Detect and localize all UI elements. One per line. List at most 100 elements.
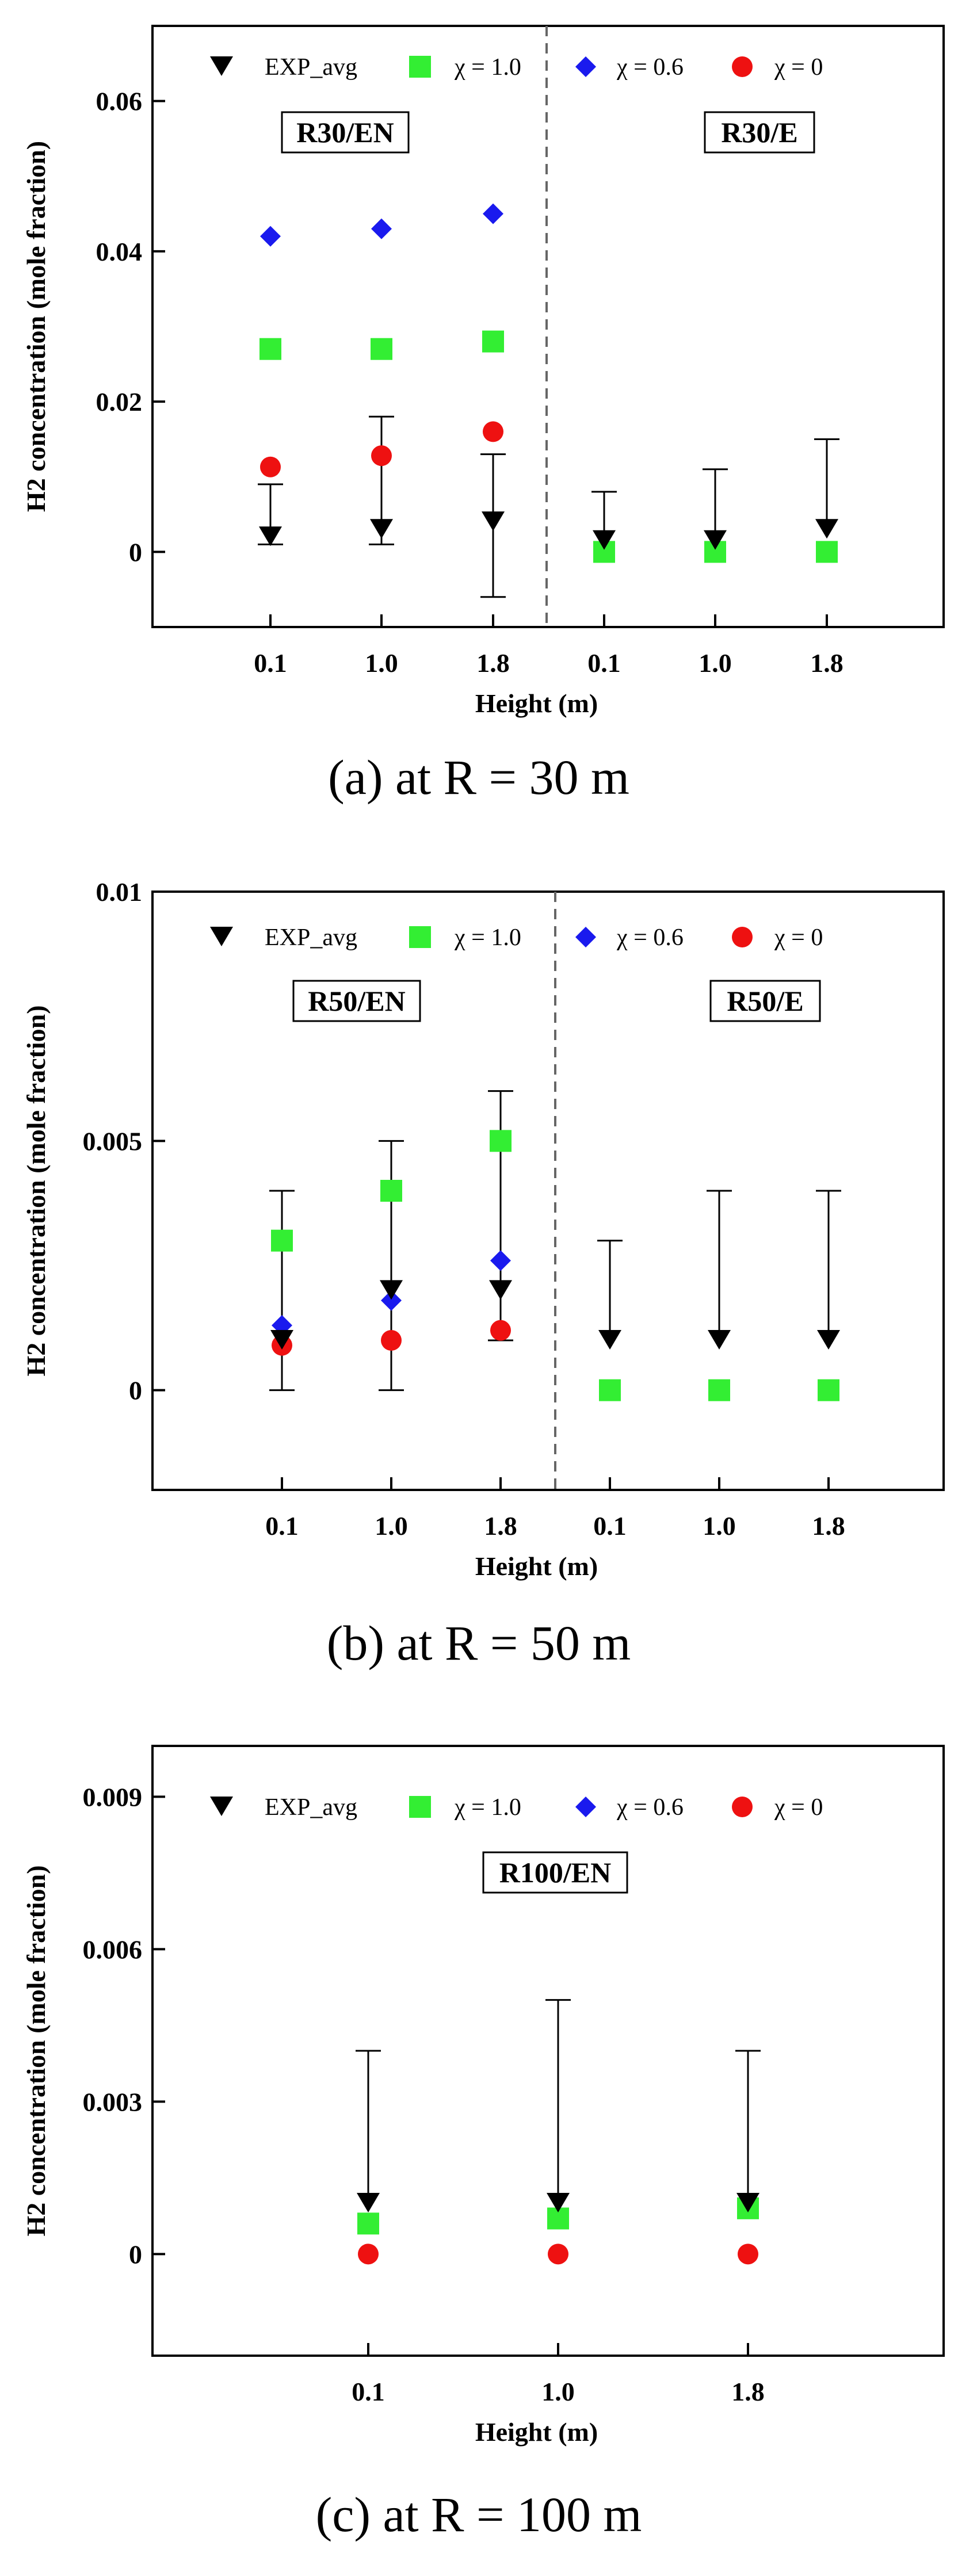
x-tick-label: 1.8 (812, 1511, 845, 1541)
legend-marker-diamond (575, 56, 596, 77)
legend-marker-triangle-down (210, 927, 233, 946)
y-tick-label: 0 (129, 1376, 142, 1405)
legend-label: χ = 0 (774, 924, 823, 951)
region-label: R50/E (727, 985, 803, 1017)
data-point-circle (381, 1330, 402, 1351)
y-tick-label: 0.06 (96, 87, 143, 116)
legend-marker-circle (732, 1797, 753, 1817)
legend-marker-diamond (575, 927, 596, 947)
data-point-triangle-down (547, 2193, 570, 2212)
x-axis-title: Height (m) (475, 2417, 598, 2447)
x-axis-title: Height (m) (475, 1551, 598, 1581)
plot-frame (151, 890, 945, 1491)
data-point-triangle-down (817, 1330, 840, 1350)
data-point-square (490, 1130, 512, 1152)
chart-panel-b: 0 0.005 0.01 0.1 1.0 1.8 0.1 1.0 1.8 Height (m) H2… (21, 877, 945, 1671)
data-point-circle (371, 445, 392, 467)
region-label: R30/E (721, 116, 797, 148)
y-tick-label: 0.01 (96, 877, 143, 907)
panel-caption: (a) at R = 30 m (328, 750, 629, 805)
legend-label: EXP_avg (265, 54, 357, 81)
chart-panel-c: 0 0.003 0.006 0.009 0.1 1.0 1.8 Height (m) H2 co… (21, 1745, 945, 2542)
data-point-diamond (490, 1250, 511, 1271)
data-point-diamond (260, 226, 281, 247)
data-point-circle (548, 2244, 568, 2265)
x-tick-label: 1.0 (699, 648, 732, 678)
data-point-diamond (371, 218, 392, 239)
legend-marker-triangle-down (210, 56, 233, 76)
y-tick-label: 0.02 (96, 387, 143, 416)
legend-marker-triangle-down (210, 1797, 233, 1816)
data-point-triangle-down (708, 1330, 731, 1350)
y-tick-label: 0.009 (83, 1782, 143, 1811)
data-point-diamond (483, 203, 503, 224)
x-tick-label: 0.1 (352, 2377, 385, 2406)
x-tick-label: 0.1 (593, 1511, 627, 1541)
x-tick-label: 1.8 (810, 648, 844, 678)
region-label: R50/EN (308, 985, 405, 1017)
legend-marker-square (409, 926, 431, 948)
data-point-circle (260, 456, 281, 477)
data-point-square (357, 2212, 379, 2235)
legend-label: EXP_avg (265, 1794, 357, 1821)
data-point-triangle-down (370, 519, 393, 539)
region-label: R30/EN (296, 116, 394, 148)
data-point-square (259, 338, 281, 360)
region-label: R100/EN (499, 1856, 611, 1889)
legend-marker-diamond (575, 1797, 596, 1817)
legend-marker-square (409, 56, 431, 78)
plot-frame (151, 1745, 945, 2357)
x-tick-label: 1.0 (541, 2377, 575, 2406)
legend-label: χ = 0 (774, 54, 823, 81)
y-tick-label: 0.003 (83, 2087, 143, 2116)
y-tick-label: 0 (129, 2239, 142, 2269)
x-tick-label: 1.0 (703, 1511, 736, 1541)
data-point-square (708, 1379, 730, 1401)
data-point-triangle-down (380, 1280, 403, 1300)
data-point-square (482, 330, 504, 353)
y-axis-title: H2 concentration (mole fraction) (21, 141, 51, 512)
panel-caption: (c) at R = 100 m (316, 2487, 642, 2542)
region-label-box (482, 1851, 628, 1894)
y-tick-label: 0 (129, 537, 142, 567)
data-point-triangle-down (704, 530, 727, 550)
data-point-triangle-down (736, 2193, 759, 2212)
legend-label: χ = 0.6 (616, 1794, 684, 1821)
legend-label: χ = 1.0 (454, 924, 521, 951)
chart-panel-a: 0 0.02 0.04 0.06 0.1 1.0 1.8 0.1 1.0 1.8 Height (m… (21, 25, 945, 805)
x-tick-label: 1.0 (375, 1511, 408, 1541)
data-point-square (599, 1379, 621, 1401)
legend-label: χ = 1.0 (454, 1794, 521, 1821)
legend-marker-square (409, 1796, 431, 1818)
x-tick-label: 0.1 (265, 1511, 299, 1541)
data-point-triangle-down (593, 530, 616, 550)
legend-label: χ = 0.6 (616, 924, 684, 951)
data-point-square (818, 1379, 839, 1401)
region-label-box (281, 111, 410, 154)
region-label-box (704, 111, 815, 154)
data-point-square (816, 541, 838, 563)
y-tick-label: 0.04 (96, 237, 143, 266)
y-axis-title: H2 concentration (mole fraction) (21, 1865, 51, 2236)
y-tick-label: 0.005 (83, 1126, 143, 1156)
x-tick-label: 1.8 (484, 1511, 517, 1541)
data-point-triangle-down (598, 1330, 621, 1350)
data-point-square (271, 1229, 293, 1252)
data-point-circle (358, 2244, 379, 2265)
data-point-triangle-down (270, 1330, 293, 1350)
x-tick-label: 1.8 (731, 2377, 765, 2406)
region-label-box (292, 980, 421, 1022)
panel-caption: (b) at R = 50 m (327, 1615, 631, 1671)
data-point-triangle-down (815, 519, 838, 539)
data-point-square (380, 1180, 402, 1202)
region-label-box (709, 980, 821, 1022)
legend-label: χ = 0.6 (616, 54, 684, 81)
data-point-circle (483, 421, 503, 442)
x-axis-title: Height (m) (475, 689, 598, 718)
x-tick-label: 1.8 (476, 648, 510, 678)
legend-label: EXP_avg (265, 924, 357, 951)
data-point-triangle-down (489, 1280, 512, 1300)
data-point-triangle-down (357, 2193, 380, 2212)
legend-label: χ = 0 (774, 1794, 823, 1821)
